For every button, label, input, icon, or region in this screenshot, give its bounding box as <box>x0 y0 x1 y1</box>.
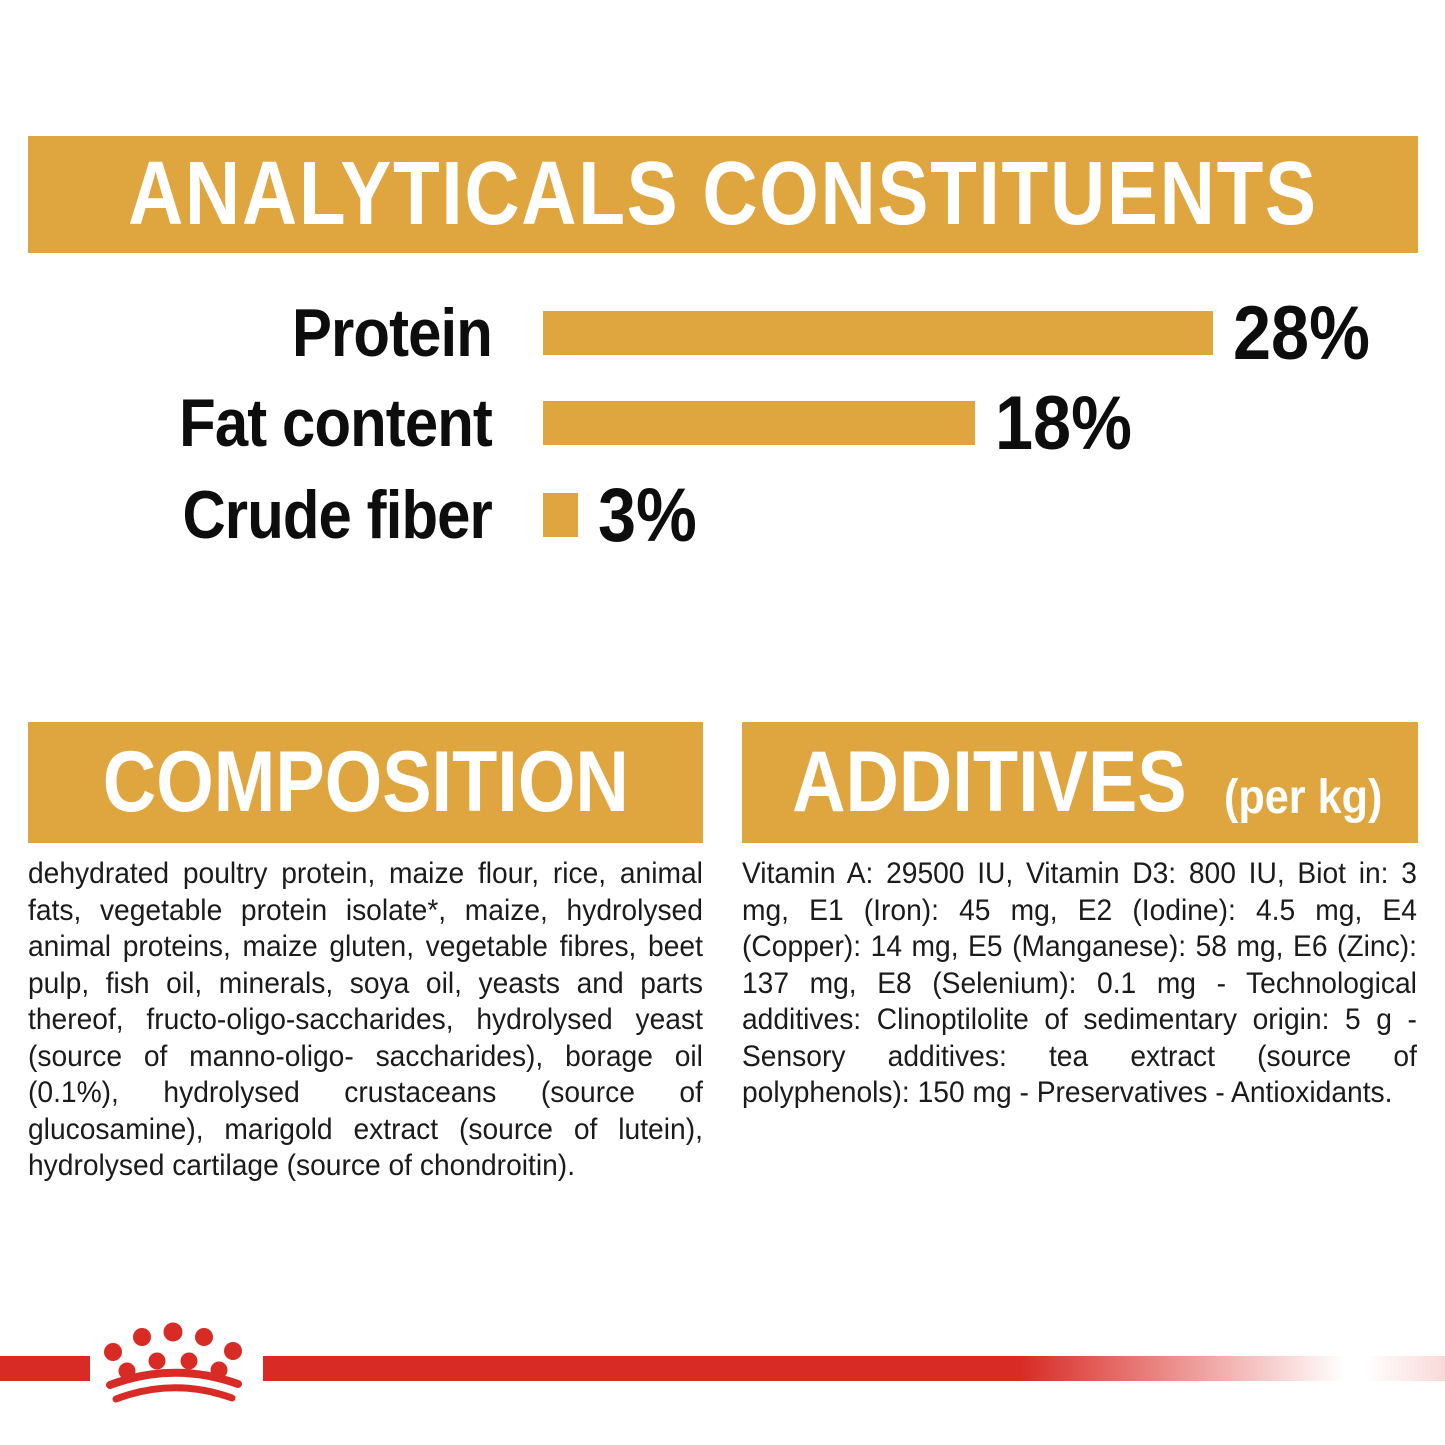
bar-fat-content <box>543 401 975 445</box>
bar-value-label: 3% <box>598 472 697 558</box>
analyticals-banner-title: ANALYTICALS CONSTITUENTS <box>128 144 1318 244</box>
composition-section: COMPOSITION dehydrated poultry protein, … <box>28 722 703 1185</box>
chart-row: Fat content 18% <box>28 381 1147 466</box>
additives-section: ADDITIVES (per kg) Vitamin A: 29500 IU, … <box>742 722 1418 1112</box>
composition-banner: COMPOSITION <box>28 722 703 843</box>
bar-value-label: 18% <box>995 380 1132 466</box>
footer-red-band-left <box>0 1356 90 1381</box>
composition-heading: COMPOSITION <box>102 734 629 830</box>
chart-row: Protein 28% <box>28 291 1385 376</box>
footer-red-band-edge-fade <box>1365 1356 1445 1381</box>
bar-protein <box>543 311 1213 355</box>
additives-text: Vitamin A: 29500 IU, Vitamin D3: 800 IU,… <box>742 857 1417 1109</box>
additives-heading: ADDITIVES <box>791 734 1187 830</box>
additives-banner: ADDITIVES (per kg) <box>742 722 1418 843</box>
composition-text: dehydrated poultry protein, maize flour,… <box>28 857 703 1182</box>
bar-value-label: 28% <box>1233 290 1370 376</box>
bar-category-label: Crude fiber <box>182 477 492 553</box>
bar-category-label: Fat content <box>179 385 493 461</box>
additives-heading-suffix: (per kg) <box>1224 771 1383 824</box>
analyticals-banner: ANALYTICALS CONSTITUENTS <box>28 136 1418 253</box>
chart-row: Crude fiber 3% <box>28 473 708 558</box>
footer-red-band-right <box>263 1356 1345 1381</box>
royal-canin-crown-icon <box>104 1322 242 1403</box>
bar-category-label: Protein <box>291 295 493 371</box>
bar-crude-fiber <box>543 493 578 537</box>
